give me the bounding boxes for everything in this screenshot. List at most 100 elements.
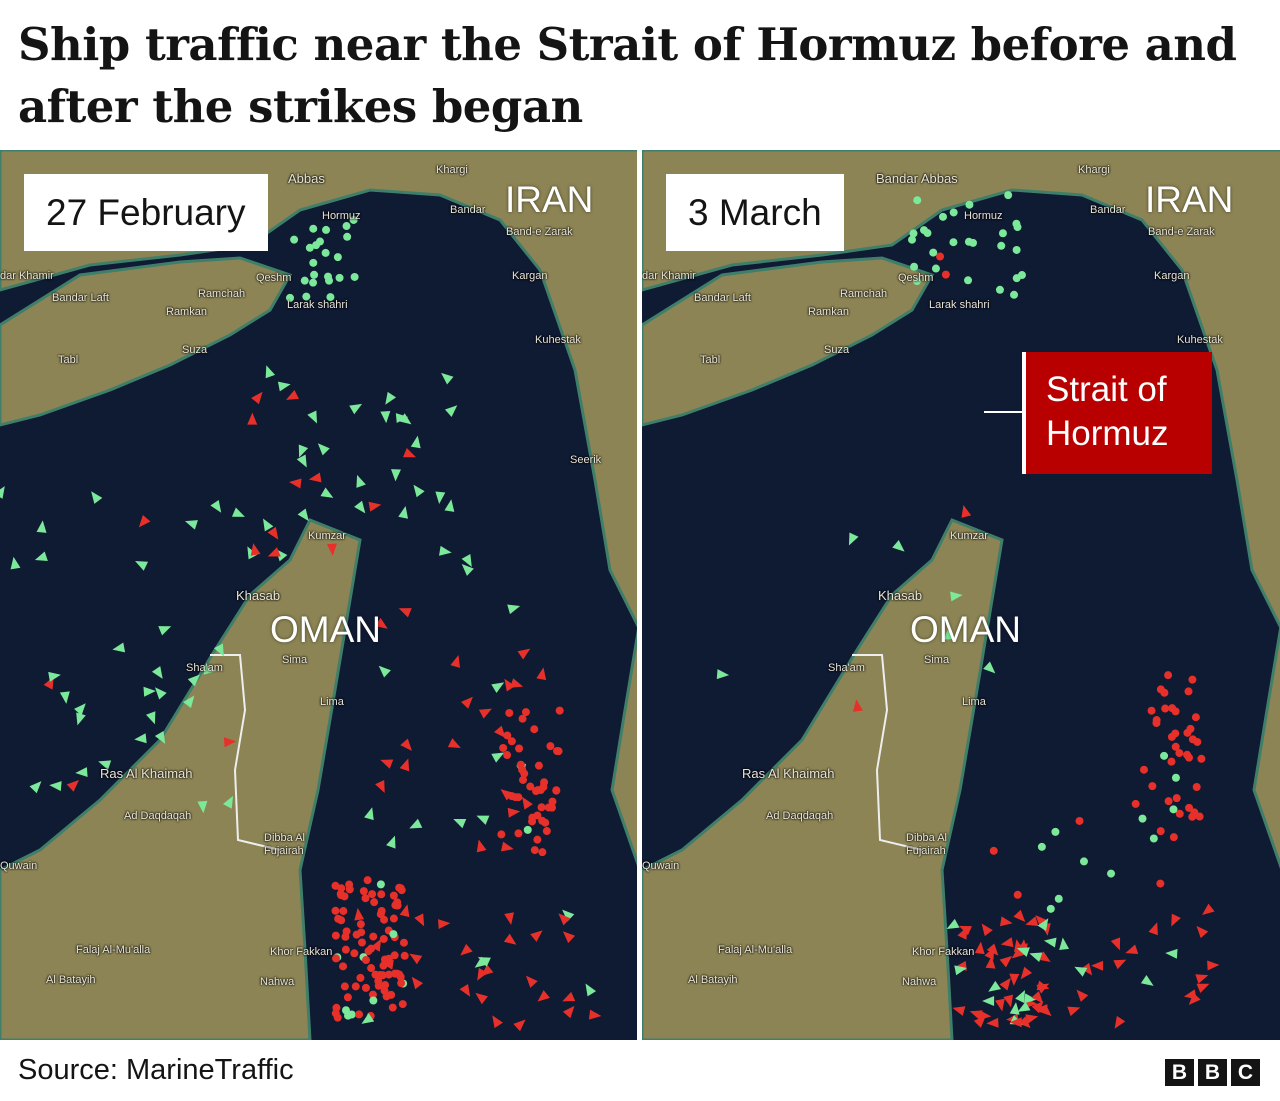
logo-letter: C xyxy=(1231,1059,1260,1086)
ship-marker-moving xyxy=(184,520,198,530)
ship-marker-moving xyxy=(461,554,472,567)
ship-marker-moving xyxy=(474,956,488,968)
ship-marker-moving xyxy=(296,454,307,468)
ship-marker-anchored xyxy=(332,954,341,963)
ship-marker-moving xyxy=(946,918,960,929)
border-line xyxy=(210,654,281,851)
ship-marker-anchored xyxy=(1171,773,1180,782)
place-label: Larak shahri xyxy=(929,299,990,311)
ship-marker-anchored xyxy=(322,225,331,234)
ship-marker-moving xyxy=(1043,937,1057,948)
ship-marker-moving xyxy=(317,443,330,456)
country-label-oman: OMAN xyxy=(270,609,381,650)
date-label: 3 March xyxy=(666,174,844,251)
ship-marker-anchored xyxy=(380,915,389,924)
ship-marker-anchored xyxy=(1168,704,1177,713)
ship-marker-anchored xyxy=(1188,735,1197,744)
ship-marker-anchored xyxy=(341,932,350,941)
ship-marker-moving xyxy=(1165,948,1178,959)
ship-marker-anchored xyxy=(997,241,1006,250)
ship-marker-anchored xyxy=(1186,724,1195,733)
ship-marker-moving xyxy=(1114,1015,1126,1029)
ship-marker-moving xyxy=(530,930,543,942)
ship-marker-anchored xyxy=(391,969,400,978)
bbc-logo: B B C xyxy=(1165,1059,1260,1086)
ship-marker-moving xyxy=(354,907,365,921)
ship-marker-anchored xyxy=(1013,890,1022,899)
ship-marker-anchored xyxy=(542,827,551,836)
ship-marker-moving xyxy=(450,654,461,668)
ship-marker-anchored xyxy=(343,993,352,1002)
ship-marker-moving xyxy=(588,1009,602,1020)
ship-marker-anchored xyxy=(526,782,535,791)
ship-marker-moving xyxy=(91,491,103,504)
ship-marker-moving xyxy=(983,661,996,674)
ship-marker-moving xyxy=(943,630,957,640)
ship-marker-moving xyxy=(444,405,458,417)
ship-marker-moving xyxy=(517,648,531,660)
ship-marker-moving xyxy=(453,818,467,829)
place-label: Larak shahri xyxy=(287,299,348,311)
ship-marker-anchored xyxy=(357,938,366,947)
place-label: Nahwa xyxy=(260,976,295,988)
ship-marker-anchored xyxy=(339,907,348,916)
land-oman-uae xyxy=(0,518,362,1040)
ship-marker-anchored xyxy=(340,982,349,991)
logo-letter: B xyxy=(1198,1059,1227,1086)
ship-marker-moving xyxy=(277,381,291,392)
ship-marker-moving xyxy=(503,933,517,945)
ship-marker-moving xyxy=(1036,983,1050,994)
ship-marker-anchored xyxy=(397,979,406,988)
ship-marker-anchored xyxy=(371,970,380,979)
ship-marker-moving xyxy=(1017,1001,1031,1012)
ship-marker-moving xyxy=(1037,951,1051,962)
ship-marker-moving xyxy=(286,389,299,400)
ship-marker-moving xyxy=(378,665,391,678)
ship-marker-anchored xyxy=(503,731,512,740)
ship-marker-anchored xyxy=(331,906,340,915)
ship-marker-moving xyxy=(492,1015,503,1029)
place-label: Kuhestak xyxy=(1177,334,1223,346)
ship-marker-moving xyxy=(1003,994,1014,1008)
place-label: Khasab xyxy=(878,588,923,603)
ship-marker-moving xyxy=(400,738,412,751)
ship-marker-moving xyxy=(183,695,195,709)
ship-marker-moving xyxy=(562,931,576,944)
place-label: Khargi xyxy=(1078,164,1110,176)
ship-marker-anchored xyxy=(503,751,512,760)
place-label: Khasab xyxy=(236,588,281,603)
ship-marker-moving xyxy=(950,591,963,602)
ship-marker-moving xyxy=(390,469,401,482)
ship-marker-moving xyxy=(1091,960,1104,971)
ship-marker-moving xyxy=(76,712,86,726)
ship-marker-moving xyxy=(444,499,455,512)
ship-marker-moving xyxy=(504,912,515,925)
ship-marker-anchored xyxy=(995,285,1004,294)
ship-marker-anchored xyxy=(331,931,340,940)
ship-marker-anchored xyxy=(336,889,345,898)
ship-marker-moving xyxy=(210,499,222,513)
place-label: Suza xyxy=(824,344,850,356)
ship-marker-moving xyxy=(289,478,302,489)
ship-marker-anchored xyxy=(351,982,360,991)
ship-marker-moving xyxy=(1020,966,1033,980)
place-label: Quwain xyxy=(642,860,680,872)
place-label: Dibba Al Fujairah xyxy=(264,832,305,857)
ship-marker-anchored xyxy=(521,708,530,717)
ship-marker-moving xyxy=(522,796,533,810)
ship-marker-anchored xyxy=(544,803,553,812)
place-label: Kargan xyxy=(1154,270,1190,282)
ship-marker-moving xyxy=(1031,991,1044,1004)
ship-marker-moving xyxy=(354,500,366,514)
ship-marker-anchored xyxy=(399,938,408,947)
ship-marker-anchored xyxy=(361,894,370,903)
ship-marker-anchored xyxy=(530,725,539,734)
ship-marker-anchored xyxy=(335,273,344,282)
place-label: dar Khamir xyxy=(0,270,54,282)
ship-marker-moving xyxy=(34,551,48,562)
ship-marker-moving xyxy=(500,841,514,852)
ship-marker-anchored xyxy=(1185,803,1194,812)
ship-marker-anchored xyxy=(910,262,919,271)
ship-marker-anchored xyxy=(515,744,524,753)
ship-marker-anchored xyxy=(1156,879,1165,888)
